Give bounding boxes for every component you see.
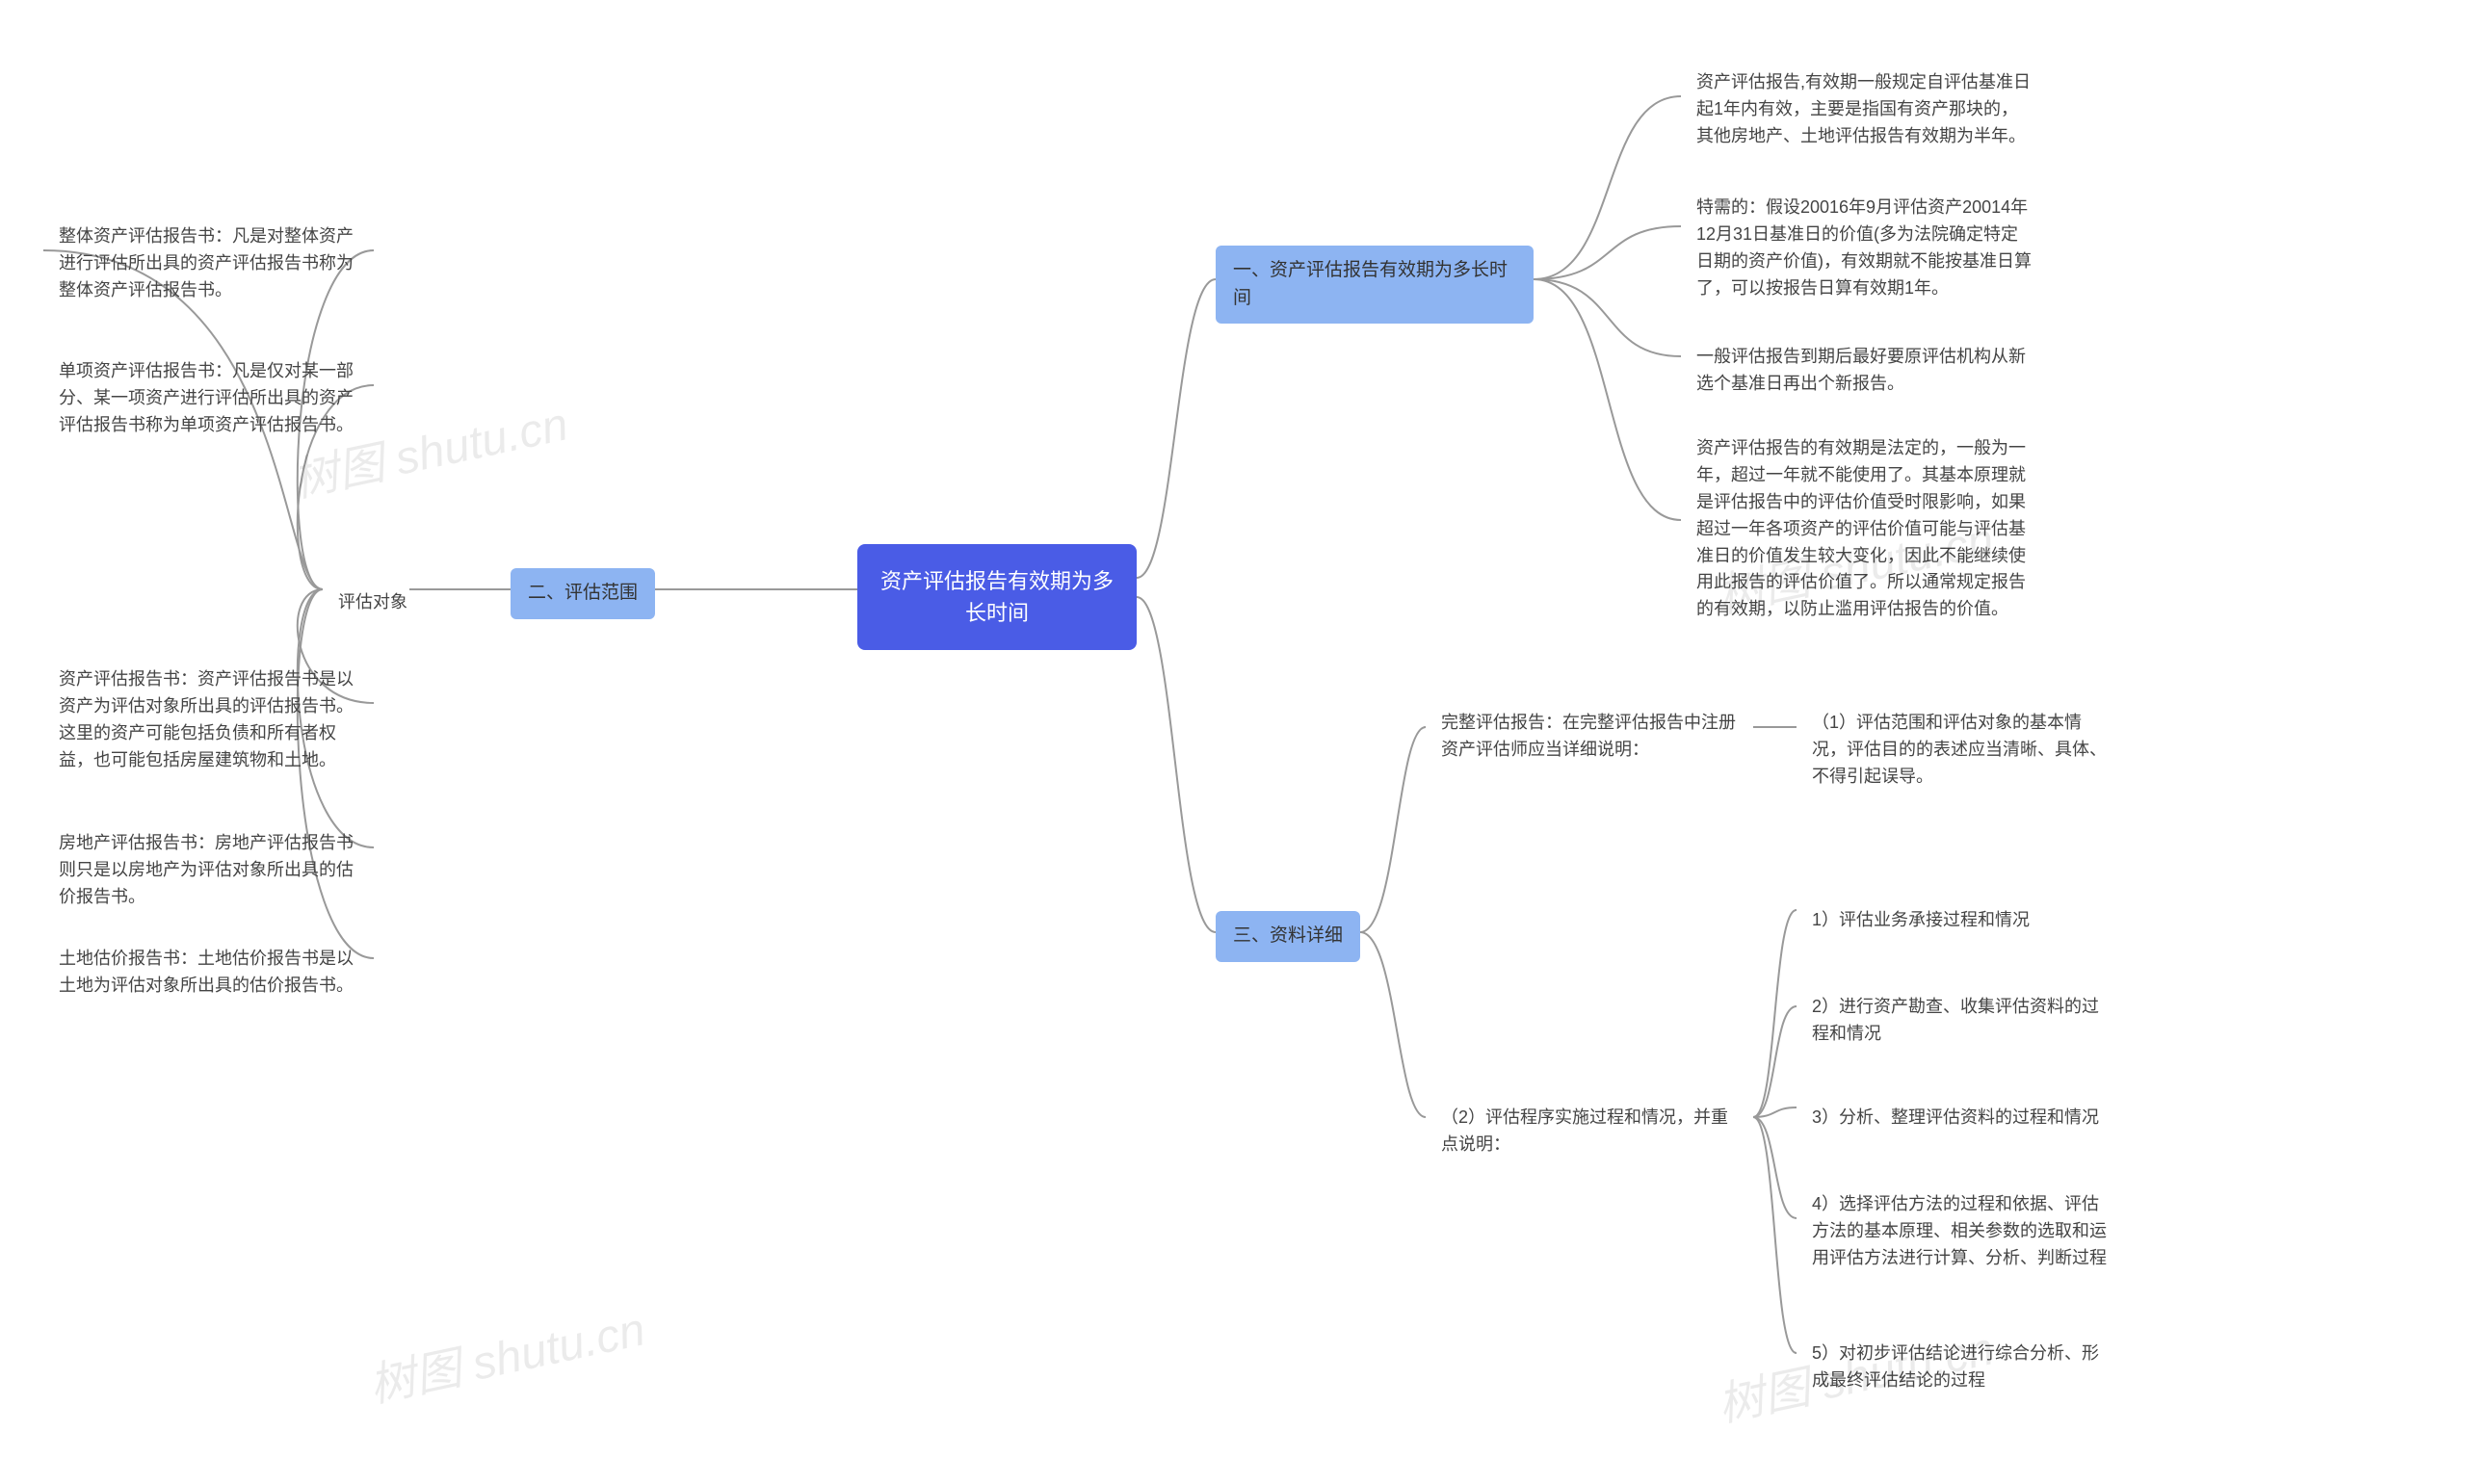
b2-item-0: 整体资产评估报告书：凡是对整体资产进行评估所出具的资产评估报告书称为整体资产评估…: [43, 212, 371, 316]
b2-sub: 评估对象: [323, 578, 423, 628]
branch-2: 二、评估范围: [511, 568, 655, 619]
b1-item-1: 特需的：假设20016年9月评估资产20014年12月31日基准日的价值(多为法…: [1681, 183, 2047, 314]
branch-3: 三、资料详细: [1216, 911, 1360, 962]
b1-item-2: 一般评估报告到期后最好要原评估机构从新选个基准日再出个新报告。: [1681, 332, 2047, 409]
b2-item-3: 房地产评估报告书：房地产评估报告书则只是以房地产为评估对象所出具的估价报告书。: [43, 819, 371, 923]
b3-sub1: 完整评估报告：在完整评估报告中注册资产评估师应当详细说明：: [1426, 698, 1753, 775]
b2-item-1: 单项资产评估报告书：凡是仅对某一部分、某一项资产进行评估所出具的资产评估报告书称…: [43, 347, 371, 451]
b3-sub2-item-2: 3）分析、整理评估资料的过程和情况: [1797, 1093, 2114, 1143]
b3-sub2-item-1: 2）进行资产勘查、收集评估资料的过程和情况: [1797, 982, 2124, 1059]
b1-item-0: 资产评估报告,有效期一般规定自评估基准日起1年内有效，主要是指国有资产那块的，其…: [1681, 58, 2047, 162]
b3-sub2-item-3: 4）选择评估方法的过程和依据、评估方法的基本原理、相关参数的选取和运用评估方法进…: [1797, 1180, 2124, 1284]
b2-item-2: 资产评估报告书：资产评估报告书是以资产为评估对象所出具的评估报告书。这里的资产可…: [43, 655, 371, 786]
b2-item-4: 土地估价报告书：土地估价报告书是以土地为评估对象所出具的估价报告书。: [43, 934, 371, 1011]
b3-sub2-item-0: 1）评估业务承接过程和情况: [1797, 896, 2045, 946]
branch-1: 一、资产评估报告有效期为多长时间: [1216, 246, 1534, 324]
center-node: 资产评估报告有效期为多长时间: [857, 544, 1137, 650]
b3-sub2-item-4: 5）对初步评估结论进行综合分析、形成最终评估结论的过程: [1797, 1329, 2124, 1406]
watermark: 树图 shutu.cn: [362, 1291, 650, 1416]
b3-sub1-child: （1）评估范围和评估对象的基本情况，评估目的的表述应当清晰、具体、不得引起误导。: [1797, 698, 2124, 802]
b3-sub2: （2）评估程序实施过程和情况，并重点说明：: [1426, 1093, 1753, 1170]
b1-item-3: 资产评估报告的有效期是法定的，一般为一年，超过一年就不能使用了。其基本原理就是评…: [1681, 424, 2047, 635]
